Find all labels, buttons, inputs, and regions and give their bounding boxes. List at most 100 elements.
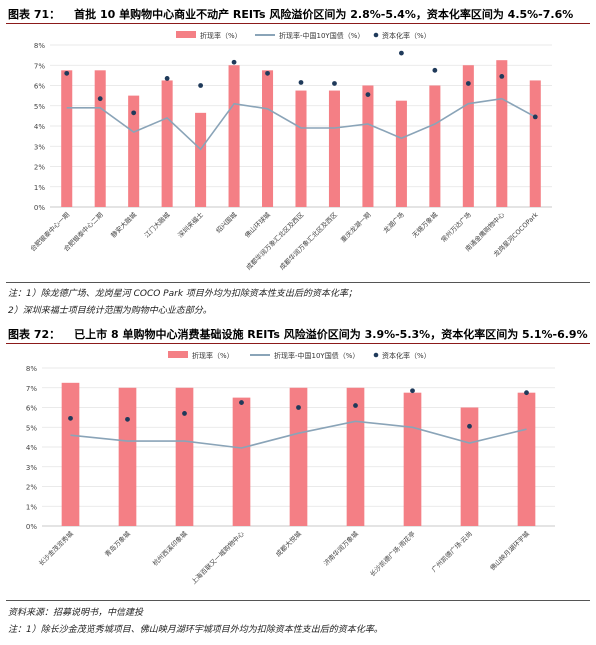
x-tick-label: 深圳来福士 bbox=[176, 210, 206, 240]
x-tick-label: 杭州西溪印象城 bbox=[150, 529, 189, 568]
point-cap-rate bbox=[332, 81, 337, 86]
figure-72-label: 图表 72： bbox=[8, 328, 61, 341]
bar-discount-rate bbox=[128, 95, 140, 207]
y-tick-label: 6% bbox=[26, 405, 37, 413]
point-cap-rate bbox=[198, 83, 204, 88]
bar-discount-rate bbox=[61, 382, 80, 526]
point-cap-rate bbox=[97, 96, 103, 102]
y-tick-label: 6% bbox=[34, 83, 45, 91]
point-cap-rate bbox=[410, 388, 415, 394]
point-cap-rate bbox=[231, 59, 237, 65]
bar-discount-rate bbox=[496, 60, 508, 207]
point-cap-rate bbox=[239, 400, 244, 405]
bar-discount-rate bbox=[94, 70, 106, 207]
y-tick-label: 5% bbox=[26, 424, 37, 432]
y-tick-label: 2% bbox=[34, 164, 45, 172]
bar-discount-rate bbox=[61, 70, 73, 207]
bar-discount-rate bbox=[295, 90, 307, 207]
point-cap-rate bbox=[265, 70, 270, 76]
figure-71-title-text: 首批 10 单购物中心商业不动产 REITs 风险溢价区间为 2.8%-5.4%… bbox=[74, 8, 574, 21]
point-cap-rate bbox=[182, 411, 187, 416]
x-tick-label: 青岛万象城 bbox=[103, 529, 133, 559]
y-tick-label: 0% bbox=[26, 523, 37, 531]
figure-71-bottom-rule bbox=[6, 282, 590, 283]
legend-swatch-bar bbox=[176, 31, 196, 38]
x-tick-label: 佛山映月湖环宇城 bbox=[488, 529, 531, 572]
bar-discount-rate bbox=[228, 65, 240, 207]
point-cap-rate bbox=[64, 70, 70, 76]
x-tick-label: 上海百联又一城购物中心 bbox=[189, 529, 246, 586]
x-tick-label: 佛山环球城 bbox=[243, 210, 273, 240]
y-tick-label: 2% bbox=[26, 484, 37, 492]
x-tick-label: 济南华润万象城 bbox=[321, 529, 360, 568]
y-tick-label: 0% bbox=[34, 204, 45, 212]
x-tick-label: 成都大悦城 bbox=[274, 529, 304, 559]
bar-discount-rate bbox=[232, 397, 251, 526]
legend-label-bar: 折现率（%） bbox=[192, 351, 234, 360]
y-tick-label: 7% bbox=[26, 385, 37, 393]
y-tick-label: 1% bbox=[26, 503, 37, 511]
bar-discount-rate bbox=[462, 65, 474, 207]
chart-72: 折现率（%） 折现率-中国10Y国债（%） 资本化率（%） 0% 1% 2% 3% 4% 5% 6… bbox=[26, 351, 555, 586]
x-tick-label: 重庆龙湖一期 bbox=[338, 210, 372, 244]
point-cap-rate bbox=[68, 415, 73, 421]
bar-discount-rate bbox=[175, 387, 194, 526]
x-tick-label: 江门大融城 bbox=[142, 210, 172, 240]
x-tick-label: 龙湖广场 bbox=[381, 210, 406, 235]
figure-71-title: 图表 71： 首批 10 单购物中心商业不动产 REITs 风险溢价区间为 2.8… bbox=[8, 6, 573, 22]
bar-discount-rate bbox=[161, 80, 173, 207]
legend-label-bar: 折现率（%） bbox=[200, 31, 242, 40]
bar-discount-rate bbox=[403, 392, 422, 526]
legend-swatch-bar bbox=[168, 351, 188, 358]
figure-72-title-text: 已上市 8 单购物中心消费基础设施 REITs 风险溢价区间为 3.9%-5.3… bbox=[74, 328, 588, 341]
bar-discount-rate bbox=[346, 387, 365, 526]
bar-discount-rate bbox=[460, 407, 479, 526]
y-tick-label: 4% bbox=[26, 444, 37, 452]
bar-discount-rate bbox=[429, 85, 441, 207]
bar-discount-rate bbox=[395, 100, 407, 207]
line-risk-premium bbox=[70, 420, 527, 449]
bar-discount-rate bbox=[328, 90, 340, 207]
source-note: 资料来源：招募说明书，中信建投 bbox=[8, 608, 144, 618]
point-cap-rate bbox=[365, 92, 371, 98]
figure-72-title: 图表 72： 已上市 8 单购物中心消费基础设施 REITs 风险溢价区间为 3.… bbox=[8, 326, 588, 342]
x-tick-label: 成都华润万象汇北区及西区 bbox=[244, 210, 306, 272]
point-cap-rate bbox=[131, 110, 137, 116]
y-tick-label: 8% bbox=[34, 42, 45, 50]
bar-discount-rate bbox=[517, 392, 536, 526]
x-tick-label: 长沙凯德广场·雨花亭 bbox=[368, 529, 418, 579]
legend-swatch-dot bbox=[373, 32, 379, 38]
line-risk-premium bbox=[66, 97, 536, 151]
figure-72-bottom-rule bbox=[6, 600, 590, 601]
point-cap-rate bbox=[532, 114, 538, 120]
point-cap-rate bbox=[432, 67, 438, 73]
point-cap-rate bbox=[298, 80, 304, 85]
point-cap-rate bbox=[164, 76, 170, 81]
x-tick-label: 常州万达广场 bbox=[439, 210, 473, 244]
figure-71-note-1: 注：1）除龙德广场、龙岗星河 COCO Park 项目外均为扣除资本性支出后的资… bbox=[8, 289, 357, 299]
bar-discount-rate bbox=[118, 387, 137, 526]
legend-label-dot: 资本化率（%） bbox=[382, 31, 431, 40]
x-tick-label: 成都华润万象汇北区及西区 bbox=[277, 210, 339, 272]
y-tick-label: 3% bbox=[26, 464, 37, 472]
figure-71-label: 图表 71： bbox=[8, 8, 61, 21]
bar-discount-rate bbox=[262, 70, 274, 207]
y-tick-label: 1% bbox=[34, 184, 45, 192]
y-tick-label: 3% bbox=[34, 143, 45, 151]
chart-71: 折现率（%） 折现率-中国10Y国债（%） 资本化率（%） 0% 1% 2% 3% 4% 5% 6… bbox=[28, 31, 552, 272]
y-tick-label: 7% bbox=[34, 62, 45, 70]
figure-72-top-rule bbox=[6, 343, 590, 344]
legend-swatch-dot bbox=[373, 352, 379, 358]
point-cap-rate bbox=[524, 390, 529, 396]
legend-label-dot: 资本化率（%） bbox=[382, 351, 431, 360]
point-cap-rate bbox=[499, 73, 505, 79]
point-cap-rate bbox=[353, 403, 358, 408]
x-tick-label: 广州凯德广场·云尚 bbox=[429, 529, 474, 574]
point-cap-rate bbox=[296, 405, 301, 410]
y-tick-label: 8% bbox=[26, 365, 37, 373]
x-tick-label: 无锡万象城 bbox=[410, 210, 440, 240]
legend-label-line: 折现率-中国10Y国债（%） bbox=[279, 31, 364, 40]
bar-discount-rate bbox=[362, 85, 374, 207]
point-cap-rate bbox=[399, 50, 404, 56]
point-cap-rate bbox=[467, 423, 472, 429]
